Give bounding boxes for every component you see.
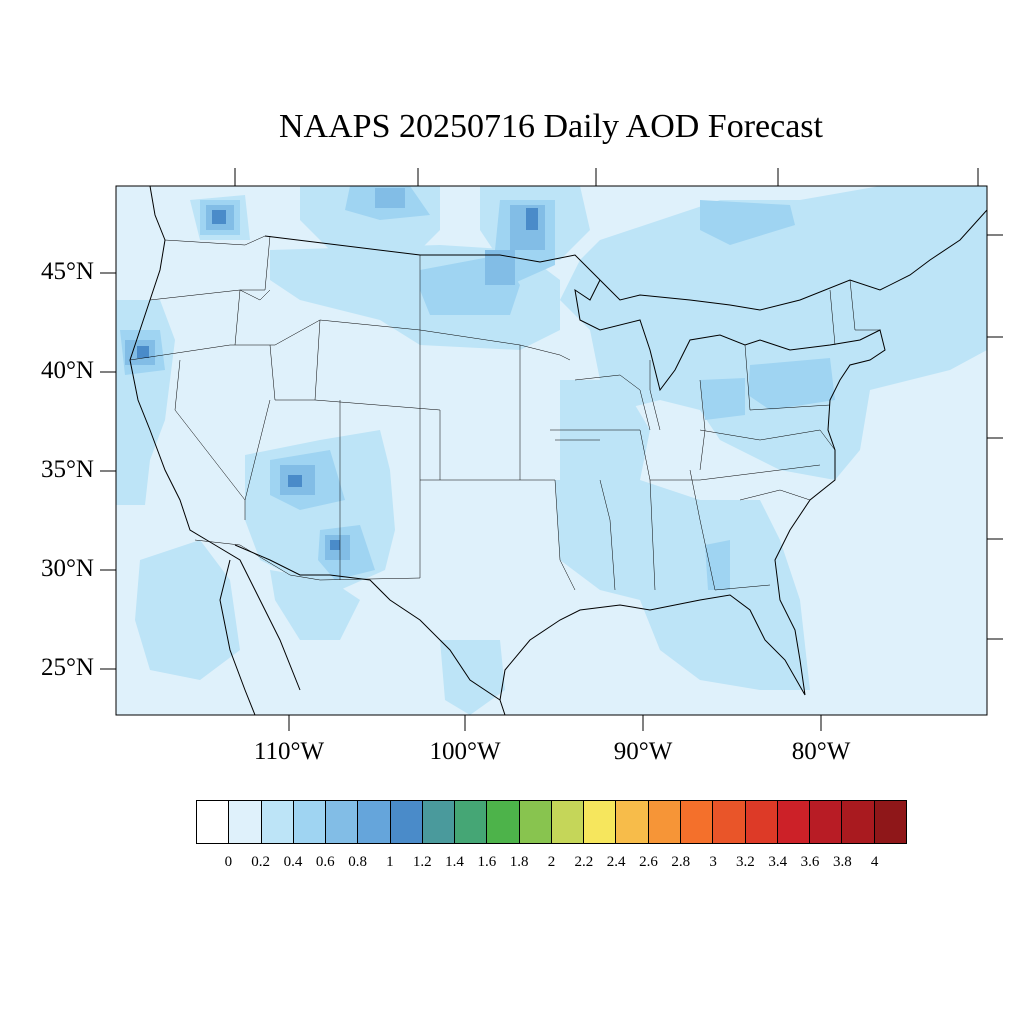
colorbar-swatch xyxy=(197,801,230,843)
aod-peak-layer xyxy=(137,208,538,550)
map-frame xyxy=(115,185,988,716)
colorbar-label: 2.4 xyxy=(606,854,626,870)
colorbar-label: 3.2 xyxy=(736,854,755,870)
colorbar-label: 2.2 xyxy=(574,854,594,870)
lon-label-80w: 80°W xyxy=(791,738,851,765)
lon-label-100w: 100°W xyxy=(429,738,501,765)
lat-label-30: 30°N xyxy=(40,555,94,582)
map-ticks xyxy=(100,168,1003,731)
colorbar-swatch xyxy=(261,801,294,843)
colorbar-swatch xyxy=(874,801,906,843)
state-borders xyxy=(129,235,880,591)
lon-label-90w: 90°W xyxy=(613,738,673,765)
colorbar-label: 1 xyxy=(386,854,394,870)
colorbar-swatch xyxy=(293,801,327,843)
colorbar-swatch xyxy=(777,801,811,843)
colorbar-swatch xyxy=(680,801,714,843)
colorbar-label: 4 xyxy=(870,854,879,870)
lat-label-40: 40°N xyxy=(40,357,94,384)
colorbar-label: 0.8 xyxy=(348,854,367,870)
colorbar-label: 2.6 xyxy=(639,854,658,870)
lat-label-35: 35°N xyxy=(40,456,94,483)
colorbar-label: 3.6 xyxy=(800,854,820,870)
colorbar-label: 1.6 xyxy=(477,854,497,870)
colorbar-label: 3 xyxy=(709,854,717,870)
lon-label-110w: 110°W xyxy=(253,738,325,765)
colorbar-label: 2.8 xyxy=(671,854,691,870)
colorbar-swatch xyxy=(519,801,552,843)
colorbar-label: 1.8 xyxy=(509,854,529,870)
colorbar-label: 3.4 xyxy=(768,854,788,870)
lat-label-25: 25°N xyxy=(40,654,94,681)
colorbar-label: 0.4 xyxy=(283,854,303,870)
colorbar-swatch xyxy=(616,801,649,843)
colorbar-swatch xyxy=(810,801,843,843)
colorbar-swatch xyxy=(551,801,585,843)
lat-label-45: 45°N xyxy=(40,258,94,285)
colorbar-label: 0.2 xyxy=(251,854,270,870)
colorbar-label: 1.2 xyxy=(412,854,432,870)
map-title: NAAPS 20250716 Daily AOD Forecast xyxy=(279,108,823,145)
colorbar-swatch xyxy=(422,801,456,843)
colorbar-label: 0.6 xyxy=(315,854,335,870)
colorbar-swatch xyxy=(584,801,617,843)
colorbar-swatch xyxy=(648,801,681,843)
colorbar-swatch xyxy=(229,801,262,843)
colorbar-swatch xyxy=(358,801,391,843)
colorbar-swatch xyxy=(326,801,359,843)
colorbar-swatch xyxy=(390,801,423,843)
colorbar-label: 3.8 xyxy=(832,854,852,870)
colorbar-swatch xyxy=(455,801,488,843)
coastlines xyxy=(129,186,987,715)
colorbar-swatch xyxy=(713,801,746,843)
colorbar-label: 1.4 xyxy=(445,854,464,870)
colorbar-swatch xyxy=(842,801,875,843)
colorbar-label: 0 xyxy=(224,854,233,870)
colorbar-labels: 0 0.2 0.4 0.6 0.8 1 1.2 1.4 1.6 1.8 2 2.2 2.4 2.6 2.8 3… xyxy=(0,854,1024,878)
colorbar-swatch xyxy=(487,801,520,843)
aod-colorbar xyxy=(196,800,907,844)
colorbar-swatch xyxy=(745,801,778,843)
colorbar-label: 2 xyxy=(547,854,556,870)
